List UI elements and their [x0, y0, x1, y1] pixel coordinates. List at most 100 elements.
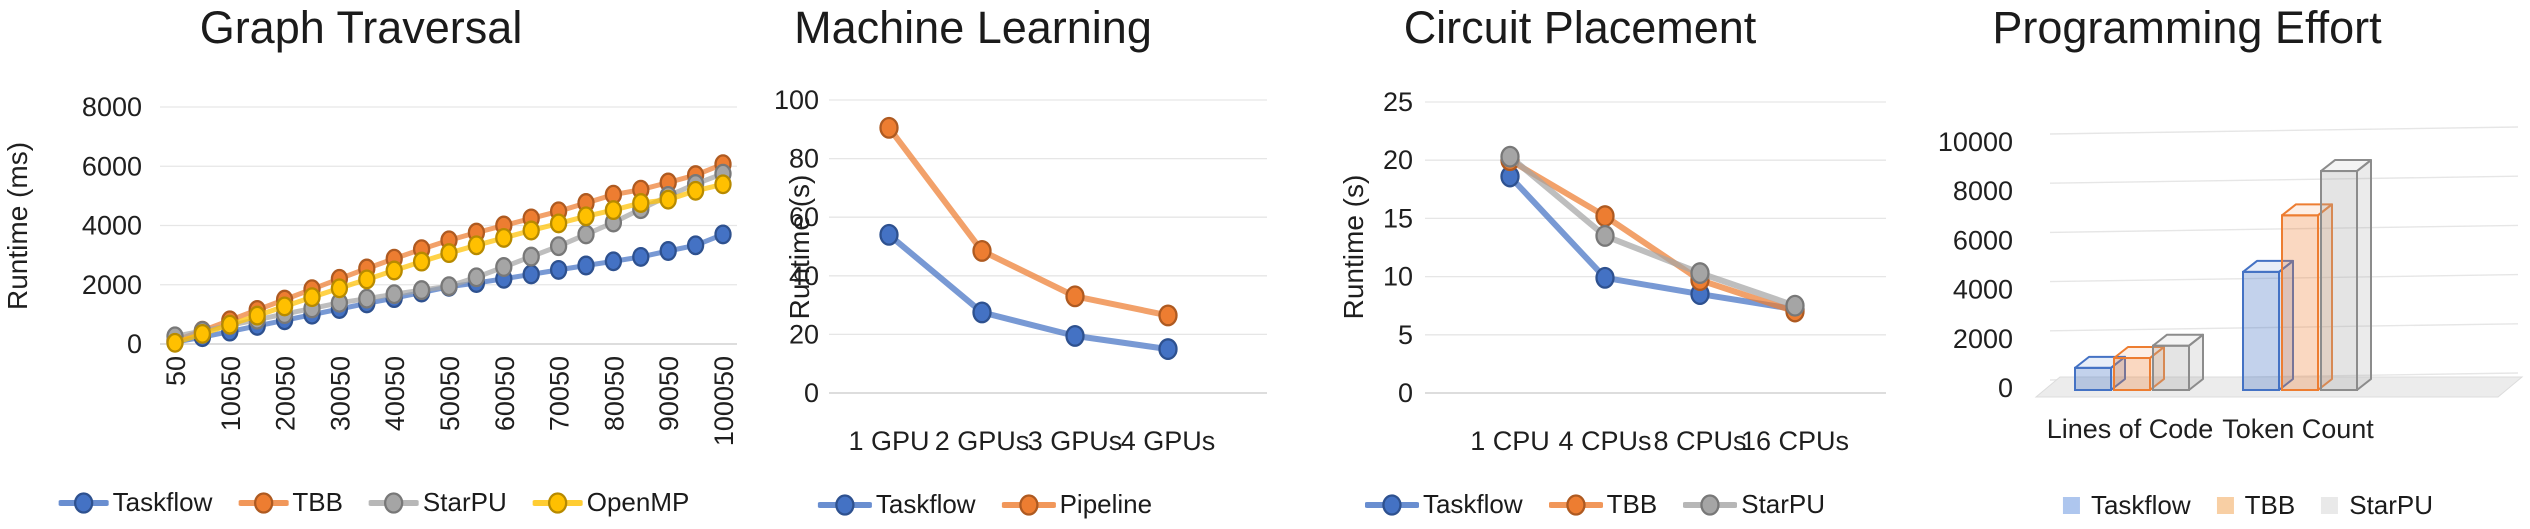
- series-tbb-line: [1507, 157, 1798, 315]
- series-starpu-marker: [1690, 262, 1710, 285]
- gridline: [2049, 224, 2519, 234]
- legend-marker-taskflow-icon: [58, 491, 109, 514]
- y-tick-label: 10: [1383, 262, 1413, 292]
- y-tick-label: 4000: [82, 211, 142, 241]
- x-category-label: Token Count: [2222, 414, 2374, 444]
- legend-item-starpu: StarPU: [2321, 490, 2433, 521]
- legend-label: StarPU: [422, 487, 507, 517]
- gridline: [2049, 175, 2519, 184]
- y-tick-label: 4000: [1953, 275, 2013, 305]
- legend-label: OpenMP: [586, 487, 690, 517]
- gridline: [2049, 126, 2519, 135]
- legend-label: StarPU: [2349, 490, 2434, 520]
- y-tick-label: 6000: [82, 151, 142, 181]
- y-tick-label: 8000: [82, 92, 142, 122]
- series-openmp-marker: [440, 243, 458, 264]
- series-openmp-marker: [412, 251, 431, 272]
- legend-swatch-taskflow-icon: [2062, 497, 2080, 514]
- series-taskflow-marker: [972, 301, 992, 324]
- series-pipeline-marker: [879, 116, 899, 139]
- series-pipeline-marker: [1065, 285, 1085, 308]
- series-taskflow-marker: [632, 246, 650, 267]
- series-starpu-marker: [1595, 224, 1615, 247]
- series-openmp-marker: [549, 213, 568, 234]
- legend-swatch-starpu-icon: [2321, 497, 2339, 514]
- x-category-label: Lines of Code: [2047, 414, 2214, 444]
- x-tick-label: 50: [161, 356, 191, 386]
- legend-item-starpu: StarPU: [1683, 489, 1825, 520]
- legend-label: TBB: [1606, 489, 1658, 519]
- series-starpu-marker: [577, 224, 595, 245]
- y-tick-label: 20: [1383, 145, 1413, 175]
- x-tick-label: 20050: [271, 356, 301, 431]
- chart-legend-machine-learning: Taskflow Pipeline: [817, 489, 1152, 520]
- x-tick-label: 1 GPU: [848, 426, 929, 456]
- x-tick-label: 1 CPU: [1470, 426, 1550, 456]
- legend-marker-taskflow-icon: [1364, 493, 1419, 516]
- series-openmp-marker: [358, 269, 376, 290]
- series-starpu-marker: [412, 280, 431, 301]
- series-pipeline-marker: [1158, 304, 1178, 327]
- x-tick-label: 3 GPUs: [1028, 426, 1123, 456]
- series-openmp-marker: [275, 296, 294, 317]
- x-tick-label: 30050: [325, 356, 355, 431]
- chart-title-graph-traversal: Graph Traversal: [199, 2, 523, 53]
- series-pipeline-marker: [972, 239, 992, 262]
- legend-swatch-tbb-icon: [2216, 497, 2234, 514]
- series-starpu-marker: [358, 288, 376, 309]
- series-openmp-marker: [495, 227, 513, 248]
- series-taskflow-marker: [714, 224, 732, 245]
- series-starpu-marker: [495, 257, 513, 277]
- series-openmp-marker: [248, 305, 266, 326]
- series-openmp-marker: [467, 235, 486, 256]
- series-openmp-marker: [604, 200, 623, 221]
- legend-item-tbb: TBB: [2216, 490, 2296, 521]
- series-starpu-marker: [1785, 294, 1805, 317]
- y-tick-label: 80: [789, 144, 819, 174]
- x-tick-label: 16 CPUs: [1741, 426, 1849, 456]
- series-taskflow-marker: [522, 264, 540, 285]
- y-tick-label: 0: [804, 378, 819, 408]
- series-taskflow-marker: [1595, 266, 1615, 289]
- legend-item-tbb: TBB: [238, 487, 343, 518]
- legend-item-pipeline: Pipeline: [1001, 489, 1152, 520]
- x-tick-label: 10050: [216, 356, 246, 431]
- series-openmp-marker: [303, 287, 321, 308]
- x-tick-label: 4 GPUs: [1121, 426, 1216, 456]
- x-tick-label: 90050: [654, 356, 684, 431]
- y-tick-label: 8000: [1953, 176, 2013, 206]
- series-starpu-line: [1507, 153, 1798, 309]
- series-taskflow-marker: [577, 255, 595, 276]
- y-tick-label: 0: [1398, 378, 1413, 408]
- chart-legend-graph-traversal: Taskflow TBB StarPU OpenMP: [58, 487, 690, 518]
- series-pipeline-line: [886, 124, 1171, 319]
- x-tick-label: 8 CPUs: [1653, 426, 1746, 456]
- series-starpu-marker: [522, 246, 540, 267]
- chart-legend-circuit-placement: Taskflow TBB StarPU: [1364, 489, 1825, 520]
- legend-marker-tbb-icon: [238, 491, 289, 514]
- legend-marker-tbb-icon: [1548, 493, 1603, 516]
- series-taskflow-line: [1507, 173, 1798, 313]
- y-tick-label: 100: [774, 85, 819, 115]
- series-taskflow-marker: [686, 235, 705, 256]
- series-openmp-marker: [686, 180, 705, 201]
- chart-panel-circuit-placement: Circuit Placement 0 5 10 15 20 25 1 CPU 4 CPUs 8…: [1280, 0, 1900, 529]
- y-tick-label: 25: [1383, 87, 1413, 117]
- x-tick-label: 100050: [709, 356, 739, 446]
- bar-starpu-1: [2320, 159, 2372, 391]
- legend-label: Taskflow: [875, 489, 976, 519]
- legend-label: TBB: [2244, 490, 2296, 520]
- x-tick-label: 2 GPUs: [935, 426, 1030, 456]
- series-starpu-marker: [385, 284, 403, 305]
- y-tick-label: 0: [127, 329, 142, 359]
- series-tbb-marker: [1595, 205, 1615, 228]
- y-axis-title: Runtime (s): [784, 175, 815, 320]
- legend-label: Taskflow: [2090, 490, 2191, 520]
- y-axis-title: Runtime (s): [1338, 175, 1369, 320]
- series-taskflow-line: [886, 231, 1171, 353]
- series-starpu-marker: [440, 276, 458, 297]
- series-taskflow-marker: [879, 223, 899, 246]
- y-tick-label: 5: [1398, 320, 1413, 350]
- chart-panel-machine-learning: Machine Learning 0 20 40 60 80 100 1 GPU 2 GPUs…: [745, 0, 1280, 529]
